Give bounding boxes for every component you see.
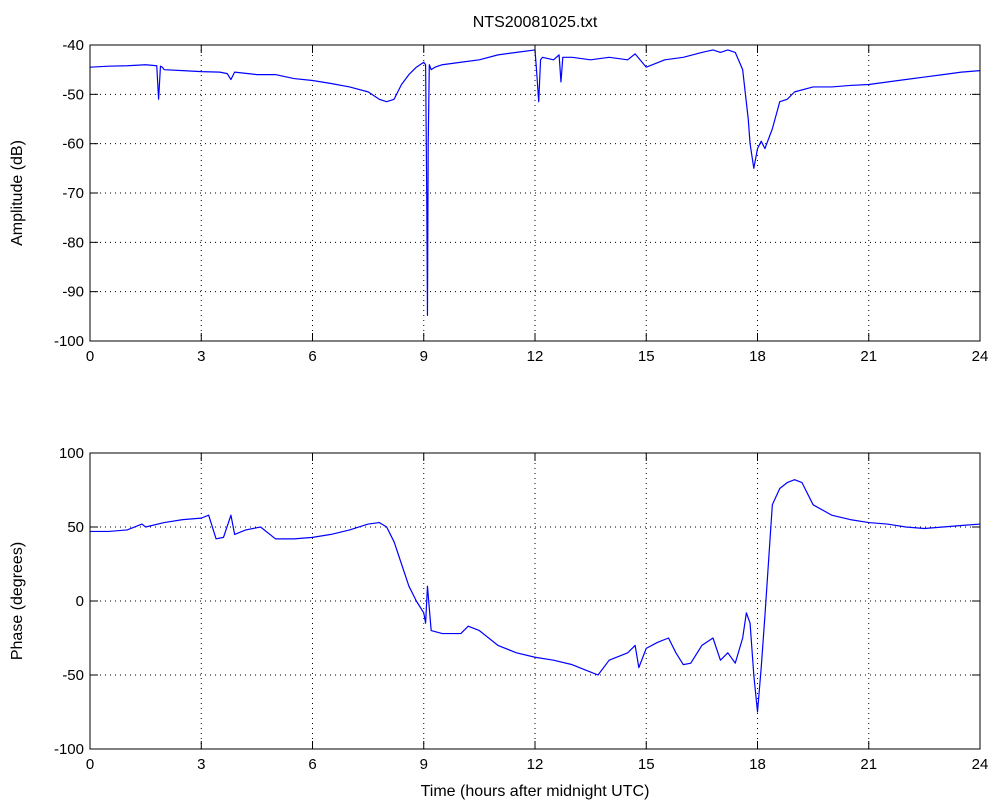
phase-y-axis-label: Phase (degrees) [9,542,26,660]
phase-x-tick-label: 0 [86,756,94,773]
phase-y-tick-label: -50 [62,667,84,684]
phase-grid [90,453,980,749]
phase-x-tick-label: 18 [749,756,766,773]
amplitude-x-tick-label: 9 [420,348,428,365]
amplitude-y-tick-label: -60 [62,136,84,153]
phase-x-tick-label: 12 [527,756,544,773]
phase-y-tick-label: 50 [67,519,84,536]
phase-ticks: 0 3 6 9 12 15 18 21 24 -100 -50 0 50 100 [54,445,988,773]
amplitude-x-tick-label: 6 [308,348,316,365]
amplitude-series-line [89,49,981,316]
phase-x-tick-label: 6 [308,756,316,773]
amplitude-x-tick-label: 18 [749,348,766,365]
amplitude-y-tick-label: -50 [62,86,84,103]
phase-y-tick-label: -100 [54,741,84,758]
amplitude-ticks: 0 3 6 9 12 15 18 21 24 -100 -90 -80 -70 -60 -50 -40 [54,37,988,365]
amplitude-y-tick-label: -80 [62,234,84,251]
phase-y-tick-label: 0 [76,593,84,610]
amplitude-x-tick-label: 12 [527,348,544,365]
amplitude-y-tick-label: -90 [62,284,84,301]
amplitude-x-tick-label: 3 [197,348,205,365]
amplitude-y-tick-label: -100 [54,333,84,350]
phase-panel: 0 3 6 9 12 15 18 21 24 -100 -50 0 50 100 Phase (degre… [9,445,988,800]
amplitude-x-tick-label: 0 [86,348,94,365]
amplitude-panel: 0 3 6 9 12 15 18 21 24 -100 -90 -80 -70 -60 -50 -40 Amp… [9,37,988,365]
phase-x-tick-label: 9 [420,756,428,773]
amplitude-y-axis-label: Amplitude (dB) [9,140,26,246]
phase-x-tick-label: 21 [860,756,877,773]
phase-series-line [90,479,981,713]
phase-x-axis-label: Time (hours after midnight UTC) [421,783,650,800]
phase-y-tick-label: 100 [59,445,84,462]
phase-x-tick-label: 24 [972,756,989,773]
phase-x-tick-label: 3 [197,756,205,773]
amplitude-y-tick-label: -70 [62,185,84,202]
amplitude-x-tick-label: 21 [860,348,877,365]
phase-x-tick-label: 15 [638,756,655,773]
amplitude-x-tick-label: 24 [972,348,989,365]
chart-title: NTS20081025.txt [473,14,598,31]
amplitude-x-tick-label: 15 [638,348,655,365]
amplitude-grid [90,45,980,341]
amplitude-y-tick-label: -40 [62,37,84,54]
